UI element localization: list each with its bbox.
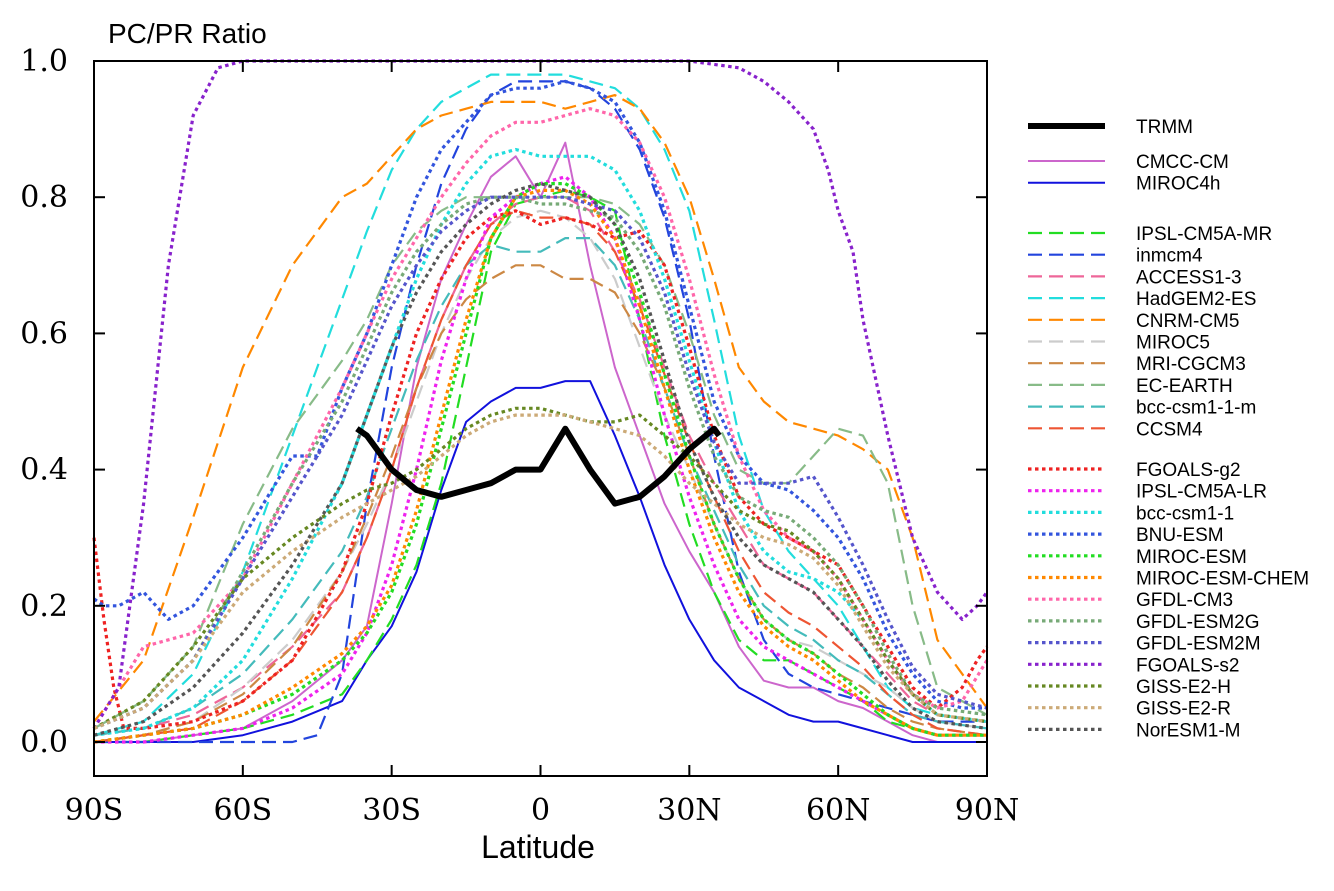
x-tick-label: 30S — [362, 793, 421, 828]
y-tick-label: 0.2 — [20, 589, 68, 624]
legend-label: GISS-E2-H — [1136, 677, 1231, 698]
legend-label: CCSM4 — [1136, 419, 1203, 440]
series-line-CCSM4 — [93, 209, 988, 744]
x-tick-label: 90S — [65, 793, 124, 828]
series-line-bcc-csm1-1-m — [93, 237, 988, 737]
series-line-GFDL-ESM2G — [93, 195, 988, 730]
x-tick-label: 30N — [657, 793, 721, 828]
legend-label: MIROC5 — [1136, 333, 1210, 354]
series-line-CMCC-CM — [94, 141, 987, 743]
series-line-GFDL-ESM2M — [93, 195, 988, 730]
legend-label: NorESM1-M — [1136, 720, 1241, 741]
series-line-MRI-CGCM3 — [93, 264, 988, 744]
legend-label: CMCC-CM — [1136, 152, 1229, 173]
legend-label: TRMM — [1136, 117, 1193, 138]
series-line-HadGEM2-ES — [93, 73, 988, 737]
legend-label: MIROC4h — [1136, 174, 1220, 195]
legend-label: MIROC-ESM-CHEM — [1136, 569, 1309, 590]
legend-label: MIROC-ESM — [1136, 547, 1247, 568]
legend-label: CNRM-CM5 — [1136, 311, 1239, 332]
x-axis-label: Latitude — [481, 829, 595, 865]
series-line-bcc-csm1-1 — [93, 147, 988, 737]
legend-label: GFDL-ESM2M — [1136, 634, 1261, 655]
x-tick-label: 60S — [213, 793, 272, 828]
series-line-FGOALS-s2 — [92, 59, 989, 730]
legend-label: GFDL-ESM2G — [1136, 612, 1260, 633]
series-line-GISS-E2-H — [93, 406, 988, 730]
legend-label: HadGEM2-ES — [1136, 289, 1256, 310]
x-tick-label: 0 — [531, 793, 550, 828]
legend-label: BNU-ESM — [1136, 525, 1224, 546]
chart-title: PC/PR Ratio — [108, 18, 267, 49]
legend-label: MRI-CGCM3 — [1136, 354, 1246, 375]
x-tick-label: 60N — [806, 793, 870, 828]
series-line-inmcm4 — [94, 80, 987, 744]
y-tick-label: 1.0 — [20, 44, 68, 79]
series-line-BNU-ESM — [93, 79, 987, 710]
series-line-NorESM1-M — [93, 182, 988, 737]
series-line-TRMM — [355, 425, 722, 507]
legend-label: bcc-csm1-1 — [1136, 503, 1234, 524]
series-line-CNRM-CM5 — [93, 94, 988, 723]
y-tick-label: 0.6 — [20, 316, 68, 351]
legend-label: IPSL-CM5A-MR — [1136, 224, 1272, 245]
series-line-MIROC4h — [94, 380, 987, 743]
legend-label: FGOALS-g2 — [1136, 460, 1241, 481]
legend-label: FGOALS-s2 — [1136, 655, 1239, 676]
legend-label: ACCESS1-3 — [1136, 267, 1242, 288]
x-tick-label: 90N — [955, 793, 1019, 828]
y-tick-label: 0.8 — [20, 180, 68, 215]
legend-label: EC-EARTH — [1136, 376, 1233, 397]
axis-ticks: 90S 60S 30S 0 30N 60N 90N 0.0 0.2 0.4 0.6 0.8 1.0 — [20, 44, 1019, 828]
series-line-GFDL-CM3 — [92, 107, 989, 730]
series-line-GISS-E2-R — [93, 413, 988, 730]
legend-label: GFDL-CM3 — [1136, 590, 1233, 611]
legend-label: bcc-csm1-1-m — [1136, 398, 1256, 419]
legend-label: GISS-E2-R — [1136, 699, 1231, 720]
series-line-IPSL-CM5A-MR — [94, 189, 987, 744]
legend-label: IPSL-CM5A-LR — [1136, 482, 1267, 503]
plot-area — [92, 59, 989, 744]
legend-label: inmcm4 — [1136, 246, 1203, 267]
y-tick-label: 0.0 — [20, 725, 68, 760]
series-line-MIROC5 — [93, 209, 988, 744]
y-tick-label: 0.4 — [20, 453, 68, 488]
